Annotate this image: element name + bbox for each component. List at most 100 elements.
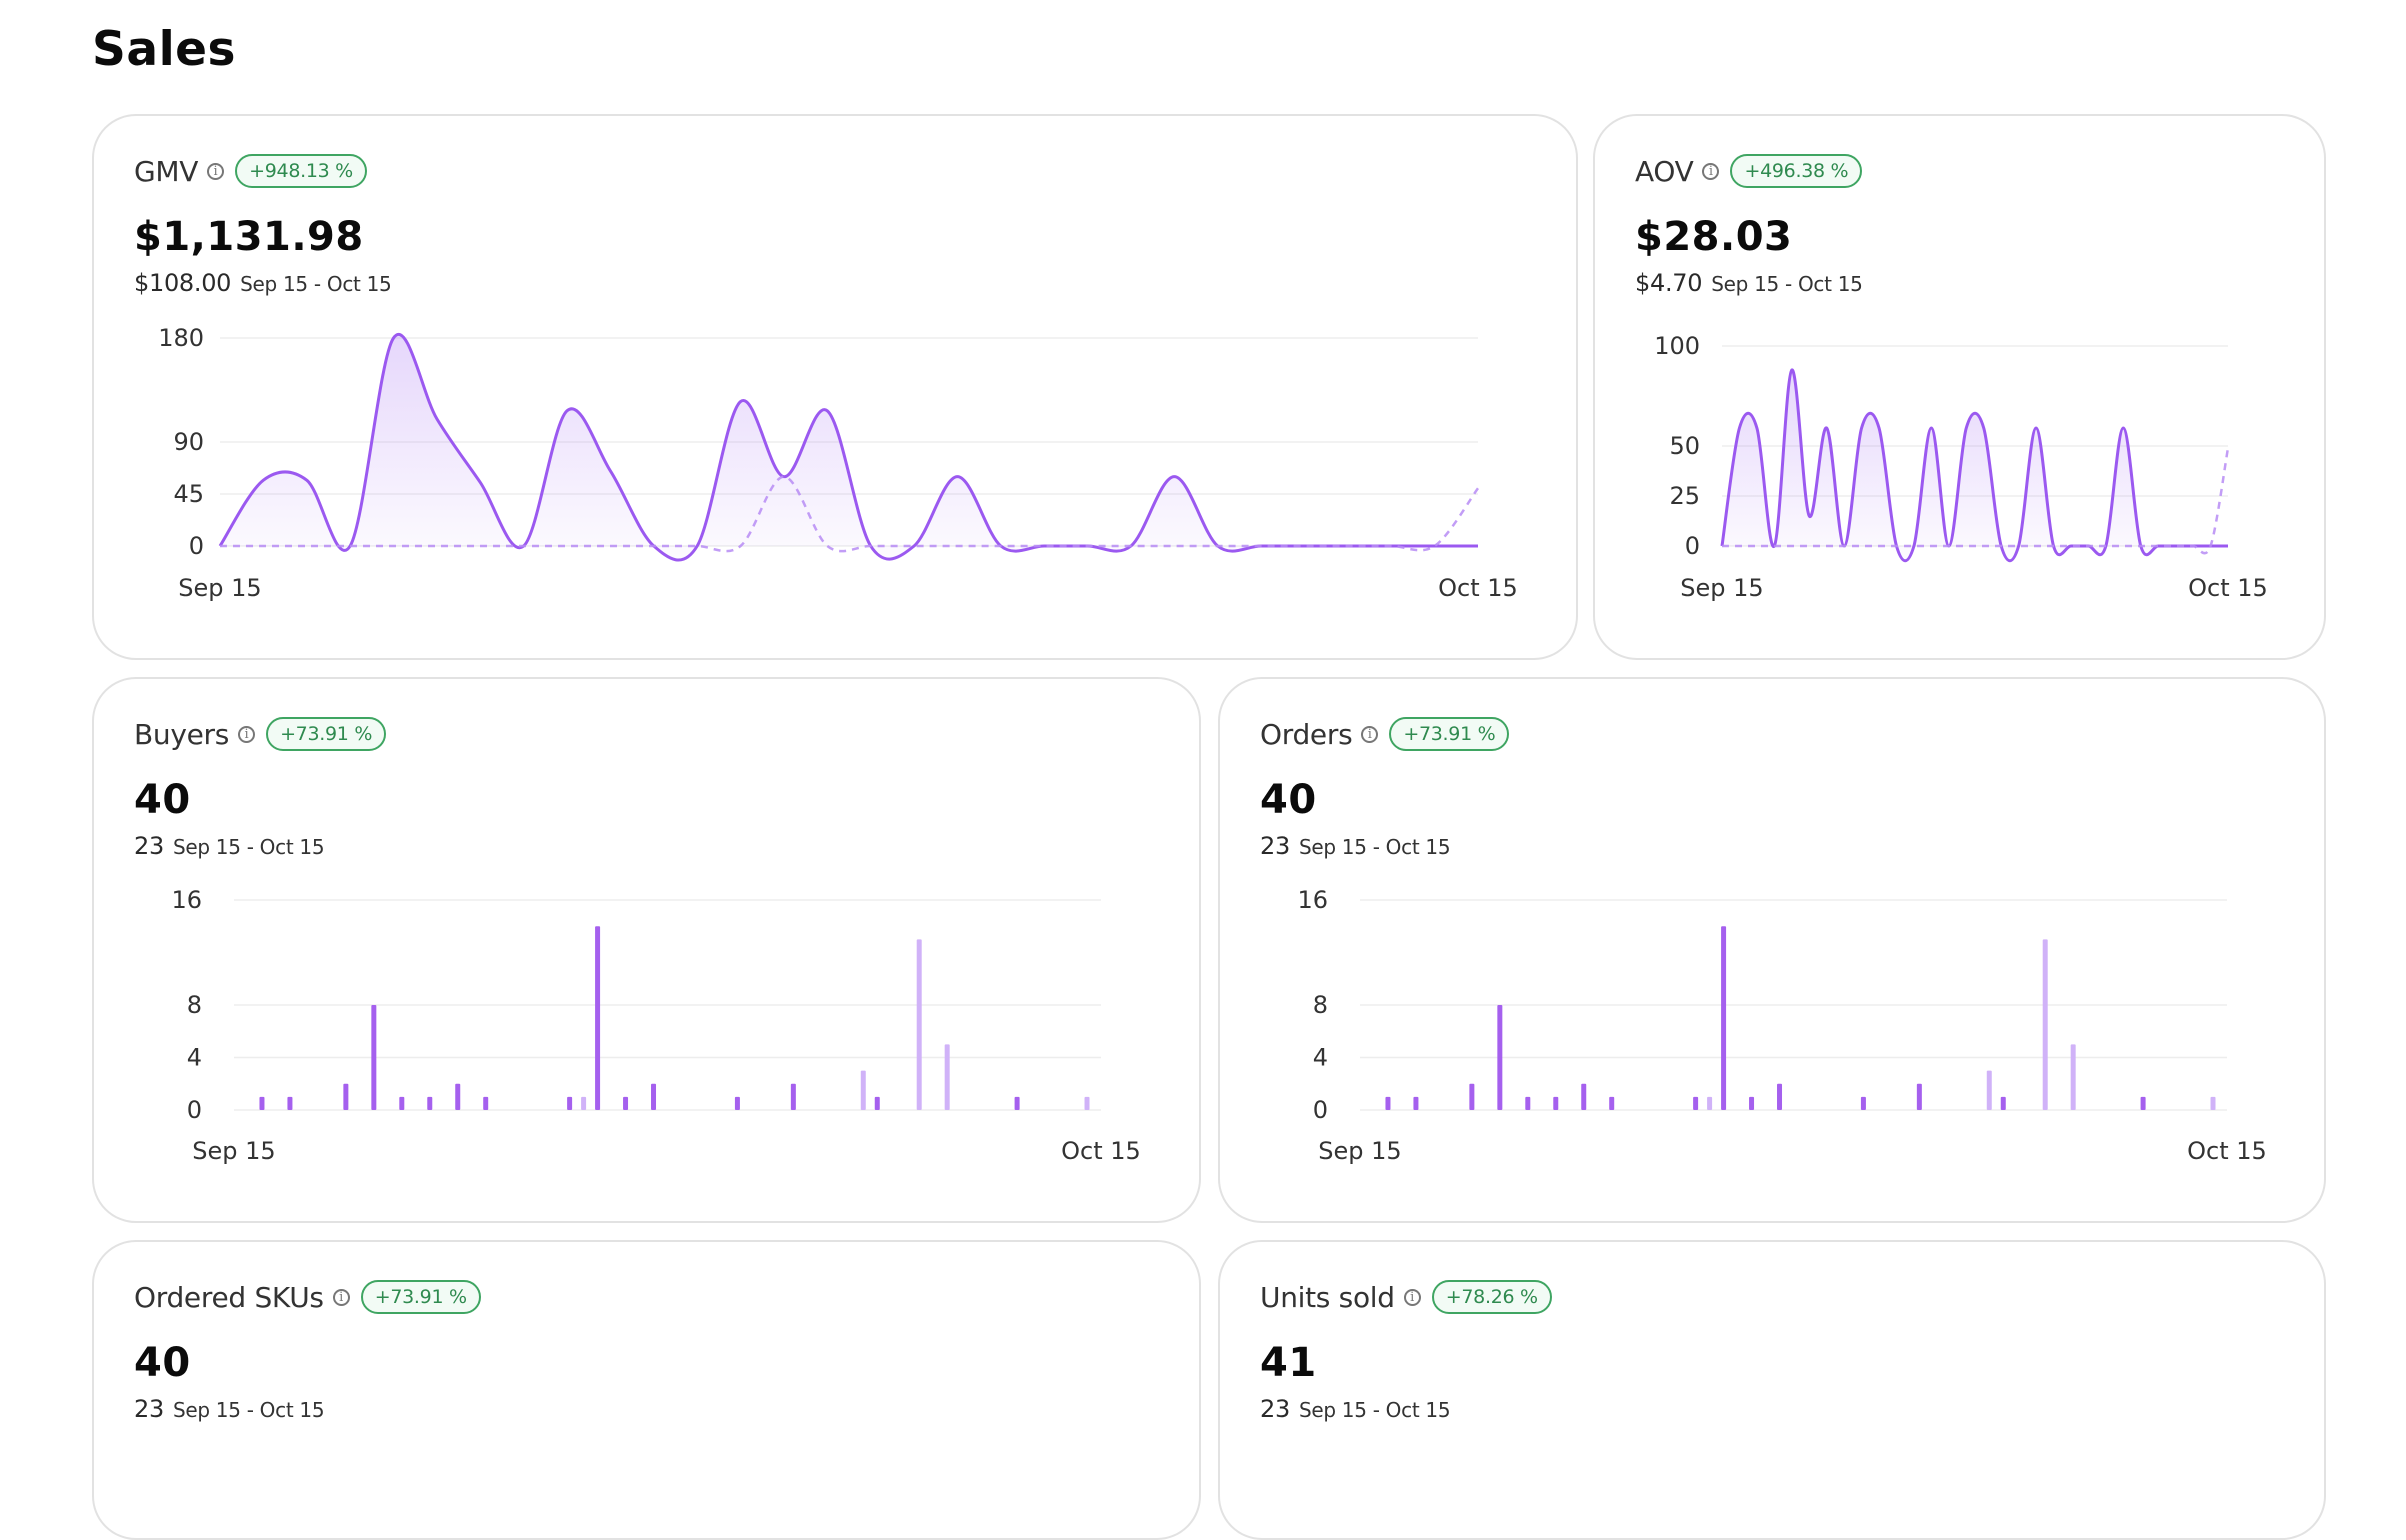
bar	[2042, 939, 2048, 1110]
buyers-card[interactable]: Buyers i +73.91 % 40 23 Sep 15 - Oct 15 …	[92, 677, 1201, 1223]
delta-badge: +73.91 %	[360, 1280, 481, 1314]
bar	[581, 1096, 587, 1110]
y-tick-label: 4	[1313, 1044, 1328, 1072]
bar	[860, 1070, 866, 1110]
bar	[455, 1083, 461, 1110]
bar	[1413, 1096, 1419, 1110]
aov-card[interactable]: AOV i +496.38 % $28.03 $4.70 Sep 15 - Oc…	[1593, 114, 2326, 660]
buyers-chart[interactable]: 0 4 8 16 Sep 15 Oct 15	[94, 679, 1203, 1225]
y-tick-label: 45	[173, 480, 204, 508]
info-icon[interactable]: i	[207, 162, 225, 180]
bar	[399, 1096, 405, 1110]
bar	[651, 1083, 657, 1110]
metric-label: Units sold	[1260, 1280, 1395, 1314]
bar	[259, 1096, 265, 1110]
y-tick-label: 0	[189, 532, 204, 560]
bar	[1916, 1083, 1922, 1110]
metric-label: Orders	[1260, 717, 1353, 751]
bar	[623, 1096, 629, 1110]
info-icon[interactable]: i	[1702, 162, 1720, 180]
y-tick-label: 100	[1654, 332, 1700, 360]
period-label: Sep 15 - Oct 15	[1711, 272, 1863, 296]
bar	[1721, 926, 1727, 1110]
bar	[287, 1096, 293, 1110]
period-label: Sep 15 - Oct 15	[172, 1398, 325, 1422]
bar	[343, 1083, 349, 1110]
period-label: Sep 15 - Oct 15	[172, 835, 325, 859]
y-tick-label: 4	[187, 1044, 202, 1072]
bar	[1707, 1096, 1713, 1110]
bar	[790, 1083, 796, 1110]
metric-value: $28.03	[1635, 214, 1793, 260]
units-sold-card[interactable]: Units sold i +78.26 % 41 23 Sep 15 - Oct…	[1218, 1240, 2326, 1540]
ordered-skus-card[interactable]: Ordered SKUs i +73.91 % 40 23 Sep 15 - O…	[92, 1240, 1201, 1540]
y-tick-label: 16	[171, 886, 202, 914]
x-tick-label: Oct 15	[2188, 574, 2268, 602]
bar	[595, 926, 601, 1110]
bar	[1777, 1083, 1783, 1110]
bar	[1469, 1083, 1475, 1110]
delta-badge: +948.13 %	[235, 154, 367, 188]
x-tick-label: Oct 15	[1438, 574, 1518, 602]
y-tick-label: 50	[1669, 432, 1700, 460]
info-icon[interactable]: i	[332, 1288, 350, 1306]
bar	[567, 1096, 573, 1110]
bar	[427, 1096, 433, 1110]
bar	[1986, 1070, 1992, 1110]
info-icon[interactable]: i	[238, 725, 256, 743]
series-line	[1720, 368, 2228, 563]
bar	[1860, 1096, 1866, 1110]
metric-label: GMV	[134, 154, 199, 188]
bar	[1553, 1096, 1559, 1110]
bar	[2070, 1044, 2076, 1110]
period-label: Sep 15 - Oct 15	[240, 272, 392, 296]
bar	[2000, 1096, 2006, 1110]
bar	[1581, 1083, 1587, 1110]
previous-value: $108.00	[134, 269, 232, 297]
metric-value: 40	[134, 777, 191, 823]
bar	[916, 939, 922, 1110]
y-tick-label: 16	[1297, 886, 1328, 914]
previous-period-line	[220, 475, 1480, 553]
bar	[1497, 1005, 1503, 1110]
period-label: Sep 15 - Oct 15	[1298, 835, 1451, 859]
page-title: Sales	[92, 22, 237, 77]
info-icon[interactable]: i	[1361, 725, 1379, 743]
bar	[874, 1096, 880, 1110]
y-tick-label: 0	[187, 1096, 202, 1124]
previous-value: 23	[134, 1395, 164, 1423]
previous-value: 23	[1260, 832, 1290, 860]
y-tick-label: 90	[173, 428, 204, 456]
bar	[944, 1044, 950, 1110]
aov-chart[interactable]: 0 25 50 100 Sep 15 Oct 15	[1595, 116, 2328, 662]
period-label: Sep 15 - Oct 15	[1298, 1398, 1451, 1422]
y-tick-label: 8	[1313, 991, 1328, 1019]
metric-label: AOV	[1635, 154, 1694, 188]
series-area	[1722, 369, 2228, 561]
bar	[2140, 1096, 2146, 1110]
x-tick-label: Oct 15	[2187, 1137, 2267, 1165]
bar	[1385, 1096, 1391, 1110]
bar	[371, 1005, 377, 1110]
previous-value: 23	[134, 832, 164, 860]
y-tick-label: 8	[187, 991, 202, 1019]
bar	[1749, 1096, 1755, 1110]
orders-card[interactable]: Orders i +73.91 % 40 23 Sep 15 - Oct 15 …	[1218, 677, 2326, 1223]
bar	[1609, 1096, 1615, 1110]
bar	[1014, 1096, 1020, 1110]
y-tick-label: 180	[158, 324, 204, 352]
bar	[2210, 1096, 2216, 1110]
bar	[483, 1096, 489, 1110]
orders-chart[interactable]: 0 4 8 16 Sep 15 Oct 15	[1220, 679, 2328, 1225]
metric-value: $1,131.98	[134, 214, 364, 260]
x-tick-label: Sep 15	[178, 574, 261, 602]
info-icon[interactable]: i	[1403, 1288, 1421, 1306]
previous-value: 23	[1260, 1395, 1290, 1423]
bar	[1084, 1096, 1090, 1110]
gmv-card[interactable]: GMV i +948.13 % $1,131.98 $108.00 Sep 15…	[92, 114, 1578, 660]
delta-badge: +78.26 %	[1431, 1280, 1552, 1314]
gmv-chart[interactable]: 0 45 90 180 Sep 15 Oct 15	[94, 116, 1580, 662]
bar	[1525, 1096, 1531, 1110]
y-tick-label: 0	[1313, 1096, 1328, 1124]
x-tick-label: Sep 15	[1680, 574, 1763, 602]
